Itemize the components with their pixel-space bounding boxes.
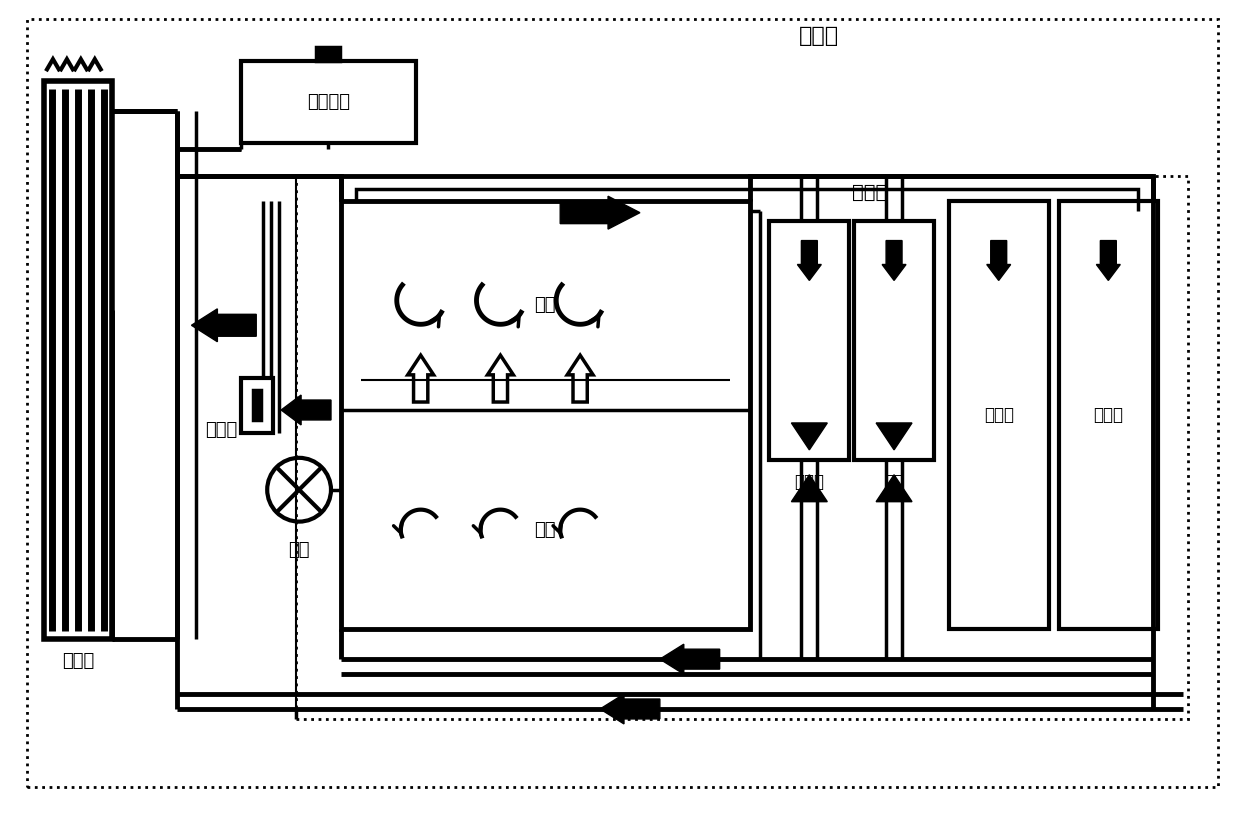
Polygon shape (877, 423, 911, 450)
Bar (316, 47, 340, 61)
Bar (43, 81, 112, 639)
Bar (1059, 201, 1158, 629)
Polygon shape (791, 423, 827, 450)
FancyArrow shape (882, 241, 906, 281)
Bar (770, 220, 849, 460)
Text: 小循环: 小循环 (852, 184, 887, 202)
Text: 暖风: 暖风 (884, 472, 904, 490)
FancyArrow shape (797, 241, 821, 281)
Text: 膨胀水壶: 膨胀水壶 (308, 93, 350, 111)
Bar (341, 201, 749, 629)
Bar (242, 378, 273, 433)
Text: 缸体: 缸体 (534, 521, 556, 539)
Bar (854, 220, 934, 460)
FancyArrow shape (660, 644, 719, 674)
Text: 增压器: 增压器 (983, 406, 1014, 424)
Bar (296, 175, 1188, 719)
Text: 散热器: 散热器 (62, 652, 94, 670)
Text: 水泵: 水泵 (289, 540, 310, 558)
Text: 节温器: 节温器 (206, 421, 238, 439)
Text: 大循环: 大循环 (800, 26, 839, 47)
FancyArrow shape (987, 241, 1011, 281)
Text: 油冷器: 油冷器 (795, 472, 825, 490)
FancyArrow shape (281, 395, 331, 425)
FancyArrow shape (560, 196, 640, 229)
Bar (253, 390, 262, 420)
Bar (242, 61, 415, 143)
Text: 气节门: 气节门 (1094, 406, 1123, 424)
Bar (949, 201, 1049, 629)
FancyArrow shape (600, 694, 660, 724)
FancyArrow shape (1096, 241, 1120, 281)
Polygon shape (791, 475, 827, 502)
Text: 缸盖: 缸盖 (534, 296, 556, 314)
FancyArrow shape (191, 308, 257, 342)
Polygon shape (877, 475, 911, 502)
